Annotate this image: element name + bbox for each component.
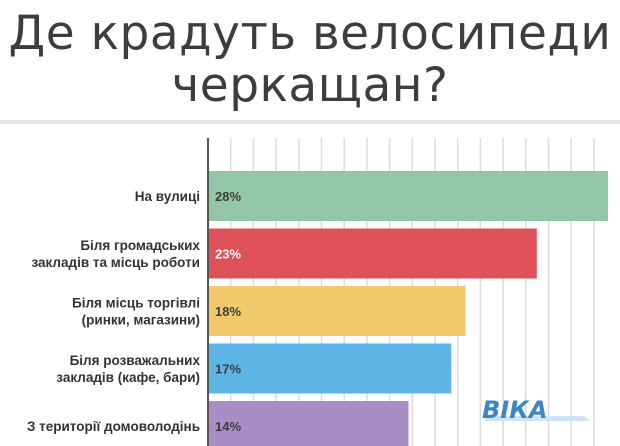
category-label: Біля розважальних xyxy=(70,353,201,368)
category-label: закладів (кафе, бари) xyxy=(56,370,200,385)
category-label: (ринки, магазини) xyxy=(82,313,200,328)
category-label: Біля громадських xyxy=(80,238,200,253)
category-label: З території домоволодінь xyxy=(27,419,200,434)
bar xyxy=(209,401,409,446)
bar-value-label: 28% xyxy=(215,189,241,204)
bar xyxy=(209,171,608,221)
category-label: На вулиці xyxy=(135,189,200,204)
category-label: Біля місць торгівлі xyxy=(72,296,200,311)
bar xyxy=(209,343,452,394)
bar-chart: 28% 23% 18% 17% 14% На вулиці Біля громадськи… xyxy=(27,138,608,446)
chart-title: Де крадуть велосипеди черкащан? xyxy=(0,8,620,112)
title-line-2: черкащан? xyxy=(171,58,449,113)
category-label: закладів та місць роботи xyxy=(31,255,200,270)
logo-swoosh xyxy=(484,416,590,421)
bar-value-label: 17% xyxy=(215,362,241,377)
vika-logo: ВІКА xyxy=(482,396,590,424)
title-divider xyxy=(0,120,620,124)
bar xyxy=(209,286,466,336)
chart-bars: 28% 23% 18% 17% 14% xyxy=(209,171,608,446)
bar xyxy=(209,228,537,279)
logo-text: ВІКА xyxy=(482,396,547,424)
bar-value-label: 18% xyxy=(215,304,241,319)
title-line-1: Де крадуть велосипеди xyxy=(8,6,612,61)
chart-category-labels: На вулиці Біля громадських закладів та міс… xyxy=(27,189,201,434)
bar-value-label: 23% xyxy=(215,247,241,262)
bar-value-label: 14% xyxy=(215,419,241,434)
